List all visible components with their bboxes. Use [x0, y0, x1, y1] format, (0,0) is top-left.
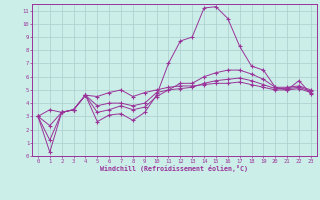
- X-axis label: Windchill (Refroidissement éolien,°C): Windchill (Refroidissement éolien,°C): [100, 165, 248, 172]
